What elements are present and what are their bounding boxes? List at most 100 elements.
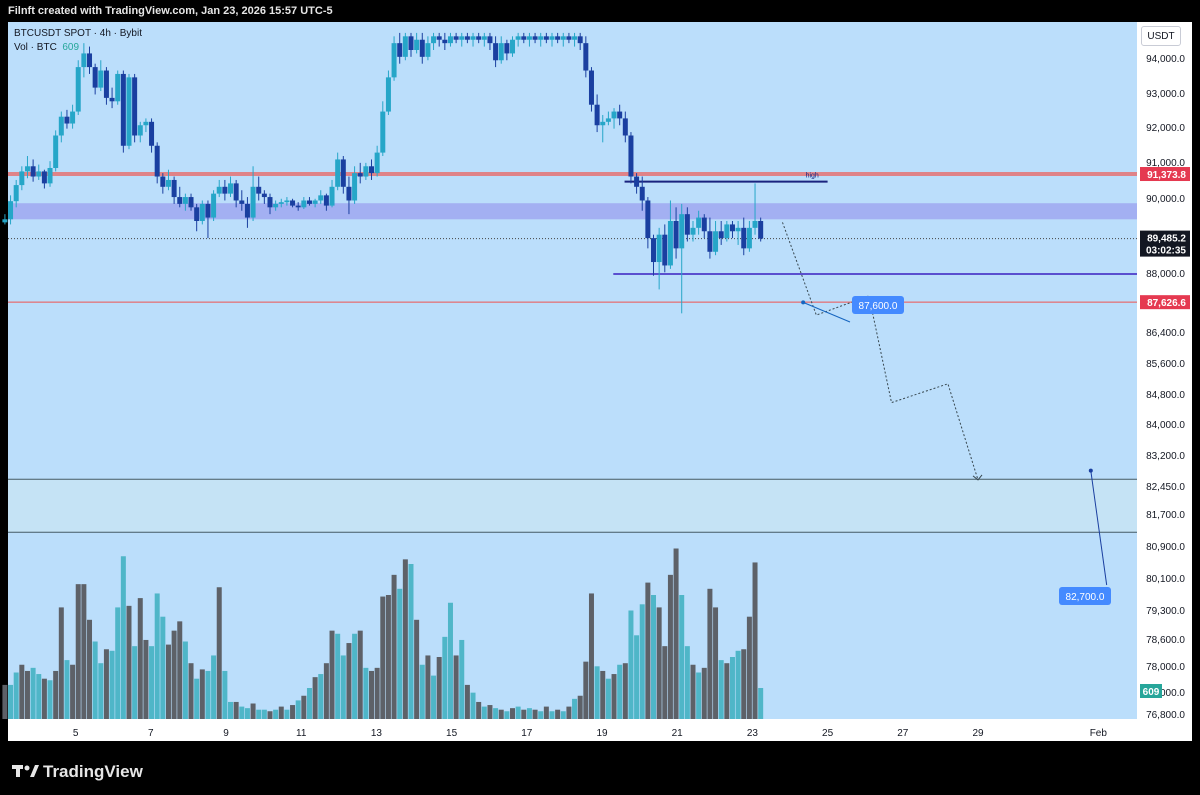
volume-bar — [605, 678, 611, 719]
candle-body — [36, 171, 42, 177]
candle — [504, 39, 510, 61]
candle — [549, 32, 555, 47]
volume-bar — [228, 701, 234, 719]
candle-body — [103, 70, 109, 98]
candle — [267, 193, 273, 215]
volume-bar — [746, 616, 752, 719]
volume-bar — [323, 663, 329, 719]
candle-body — [572, 36, 578, 40]
candle-body — [464, 36, 470, 40]
volume-bar — [267, 711, 273, 719]
candle — [713, 221, 719, 256]
candle-body — [594, 104, 600, 126]
candle — [19, 166, 25, 191]
volume-bar — [701, 667, 707, 719]
candle — [453, 32, 459, 44]
candle-body — [645, 200, 651, 239]
volume-bar — [160, 616, 166, 719]
candle — [397, 32, 403, 64]
candle — [115, 70, 121, 105]
y-tick-label: 82,450.0 — [1146, 482, 1185, 493]
candle-body — [549, 36, 555, 40]
candle-body — [19, 171, 25, 186]
candle-body — [250, 186, 256, 218]
candle — [583, 36, 589, 78]
resistance-badge — [1140, 167, 1190, 182]
candle — [696, 210, 702, 235]
volume-bar — [510, 708, 516, 719]
candle-body — [70, 111, 76, 124]
candle-body — [340, 159, 346, 187]
volume-bar — [250, 703, 256, 719]
y-tick-label: 93,000.0 — [1146, 89, 1185, 100]
volume-bar — [36, 674, 42, 719]
candle-body — [182, 197, 188, 204]
candle-body — [414, 39, 420, 50]
candle-body — [352, 173, 358, 201]
volume-bar — [718, 660, 724, 719]
volume-bar — [651, 595, 657, 719]
candle-body — [560, 36, 566, 40]
candle — [216, 179, 222, 198]
candle-body — [239, 200, 245, 204]
volume-bar — [363, 667, 369, 719]
volume-bar — [385, 595, 391, 719]
candle-body — [577, 36, 583, 44]
volume-bar — [741, 649, 747, 719]
symbol-legend[interactable]: BTCUSDT SPOT · 4h · Bybit — [14, 28, 142, 39]
candle — [673, 207, 679, 259]
candle-body — [205, 203, 211, 218]
candle-body — [312, 200, 318, 204]
candle — [369, 159, 375, 180]
volume-bar — [617, 664, 623, 719]
volume-bar — [165, 644, 171, 719]
volume-bar — [143, 639, 149, 719]
candle-body — [120, 73, 126, 146]
volume-bar — [81, 584, 87, 719]
candle — [233, 179, 239, 208]
volume-bar — [611, 674, 617, 719]
volume-bar — [560, 711, 566, 719]
candle — [758, 217, 764, 242]
supply-zone — [8, 203, 1137, 220]
candle-body — [746, 227, 752, 249]
volume-bar — [188, 663, 194, 719]
volume-bar — [335, 633, 341, 719]
candle — [273, 200, 279, 211]
volume-bar — [684, 646, 690, 719]
volume-bar — [391, 574, 397, 719]
volume-legend[interactable]: Vol · BTC 609 — [14, 42, 79, 53]
candle — [177, 186, 183, 208]
brand-name: TradingView — [43, 762, 144, 781]
tradingview-logo[interactable]: TradingView — [12, 759, 152, 783]
volume-bar — [194, 678, 200, 719]
candle — [555, 32, 561, 44]
candle — [600, 114, 606, 143]
volume-bar — [47, 680, 53, 719]
volume-bar — [752, 562, 758, 719]
candle-body — [171, 179, 177, 198]
candle-body — [154, 145, 160, 177]
volume-bar — [329, 630, 335, 719]
projection-path — [782, 222, 979, 481]
candle — [58, 111, 64, 143]
volume-bar — [340, 655, 346, 719]
candle-body — [611, 111, 617, 119]
candle — [132, 73, 138, 143]
volume-bar — [87, 619, 93, 719]
candle-body — [583, 43, 589, 71]
candle — [329, 179, 335, 208]
candle — [543, 32, 549, 44]
volume-bar — [346, 643, 352, 719]
candle — [53, 130, 59, 172]
candle — [464, 32, 470, 44]
candle-body — [132, 77, 138, 136]
currency-button[interactable]: USDT — [1141, 26, 1181, 46]
candle-body — [380, 111, 386, 153]
chart-frame[interactable]: high 87,600.0 82,700.0 94,000.0 93,000.0 92,0… — [0, 22, 1200, 747]
candle — [244, 197, 250, 228]
candle — [577, 32, 583, 50]
candle — [746, 221, 752, 252]
chart-canvas[interactable]: high 87,600.0 82,700.0 94,000.0 93,000.0 92,0… — [0, 22, 1200, 747]
y-tick-label: 81,700.0 — [1146, 510, 1185, 521]
